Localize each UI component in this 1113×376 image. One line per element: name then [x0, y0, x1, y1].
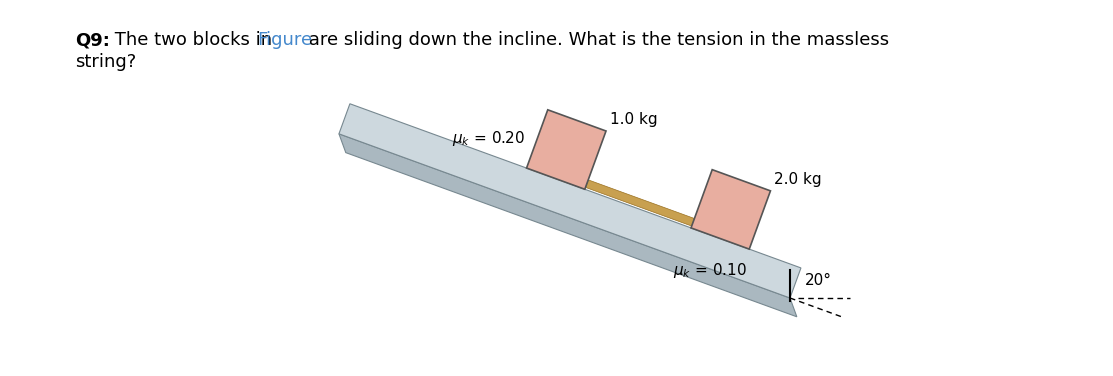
Text: $\mu_k$ = 0.20: $\mu_k$ = 0.20 — [452, 129, 525, 149]
Polygon shape — [691, 170, 770, 249]
Text: 1.0 kg: 1.0 kg — [610, 112, 658, 127]
Polygon shape — [526, 110, 605, 189]
Polygon shape — [339, 104, 801, 298]
Text: Figure: Figure — [257, 31, 312, 49]
Polygon shape — [339, 134, 797, 317]
Text: Q9:: Q9: — [75, 31, 110, 49]
Text: $\mu_k$ = 0.10: $\mu_k$ = 0.10 — [673, 261, 747, 279]
Polygon shape — [585, 180, 695, 226]
Text: string?: string? — [75, 53, 136, 71]
Text: 20°: 20° — [805, 273, 833, 288]
Text: 2.0 kg: 2.0 kg — [775, 172, 823, 187]
Text: are sliding down the incline. What is the tension in the massless: are sliding down the incline. What is th… — [303, 31, 889, 49]
Text: The two blocks in: The two blocks in — [109, 31, 278, 49]
